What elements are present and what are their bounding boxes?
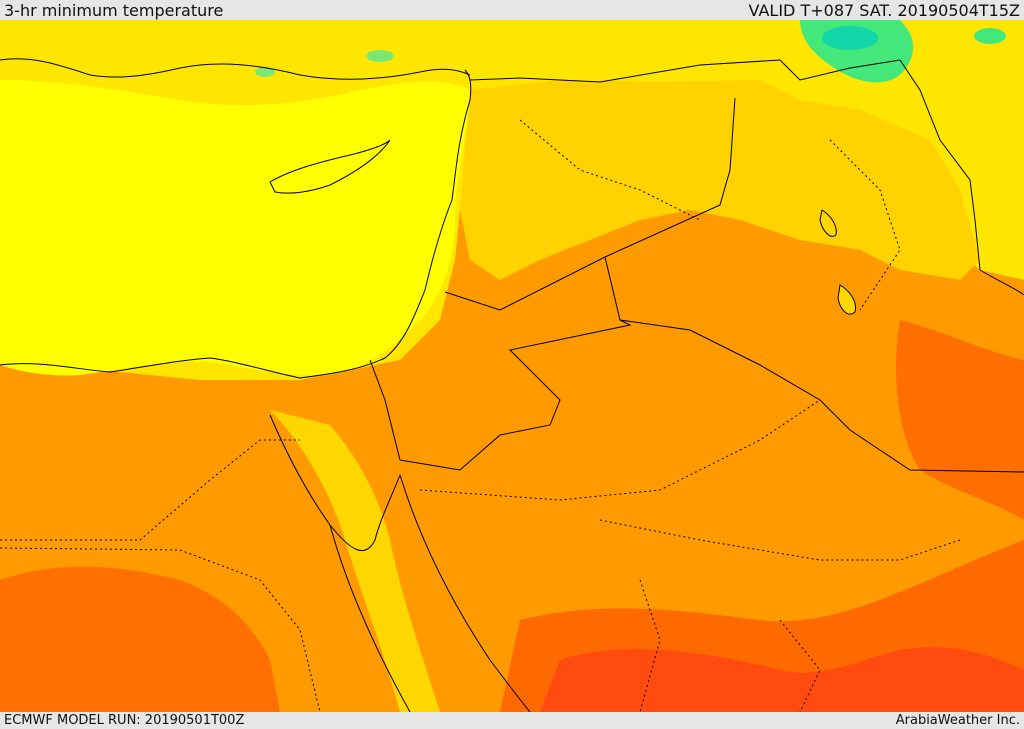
saudi-north-admin-boundary: [419, 399, 821, 501]
mediterranean-sea: [0, 80, 470, 376]
syria-iraq-jordan-border: [444, 97, 736, 311]
iraq-admin-boundary: [829, 139, 901, 311]
turkey-syria-iraq-border: [469, 59, 981, 271]
green-cold-patch-far-east: [974, 28, 1006, 44]
credit-label: ArabiaWeather Inc.: [895, 713, 1020, 728]
red-sea-gold-strip: [270, 410, 440, 712]
iraq-saudi-border: [619, 319, 1024, 473]
gulf-coastline: [979, 269, 1024, 296]
map-header: 3-hr minimum temperature VALID T+087 SAT…: [0, 0, 1024, 20]
arabia-red-region: [540, 647, 1024, 712]
green-cold-patch-west: [255, 67, 275, 77]
red-sea-west-coast: [329, 524, 411, 712]
valid-time-label: VALID T+087 SAT. 20190504T15Z: [748, 1, 1020, 20]
map-title: 3-hr minimum temperature: [4, 1, 224, 20]
iraq-lake-north: [819, 209, 837, 237]
mediterranean-coastline: [0, 69, 472, 379]
map-canvas: [0, 20, 1024, 712]
sinai-coastline: [269, 414, 401, 552]
model-run-label: ECMWF MODEL RUN: 20190501T00Z: [4, 713, 245, 728]
cyprus-outline: [269, 139, 391, 194]
turkey-south-coast: [0, 58, 471, 80]
jordan-saudi-border: [399, 256, 632, 471]
egypt-south-admin-boundary: [0, 547, 321, 712]
iraq-lake-south: [837, 284, 857, 315]
green-cold-patch-turkey: [366, 50, 394, 62]
levant-gold-region: [460, 80, 980, 280]
map-footer: ECMWF MODEL RUN: 20190501T00Z ArabiaWeat…: [0, 712, 1024, 729]
teal-cold-patch: [822, 26, 878, 50]
egypt-dark-orange-region: [0, 566, 280, 712]
saudi-east-admin-boundary: [779, 619, 821, 712]
egypt-israel-border: [369, 359, 401, 461]
saudi-west-admin-boundary: [639, 579, 661, 712]
red-sea-east-coast: [399, 474, 531, 712]
temperature-map[interactable]: [0, 20, 1024, 712]
